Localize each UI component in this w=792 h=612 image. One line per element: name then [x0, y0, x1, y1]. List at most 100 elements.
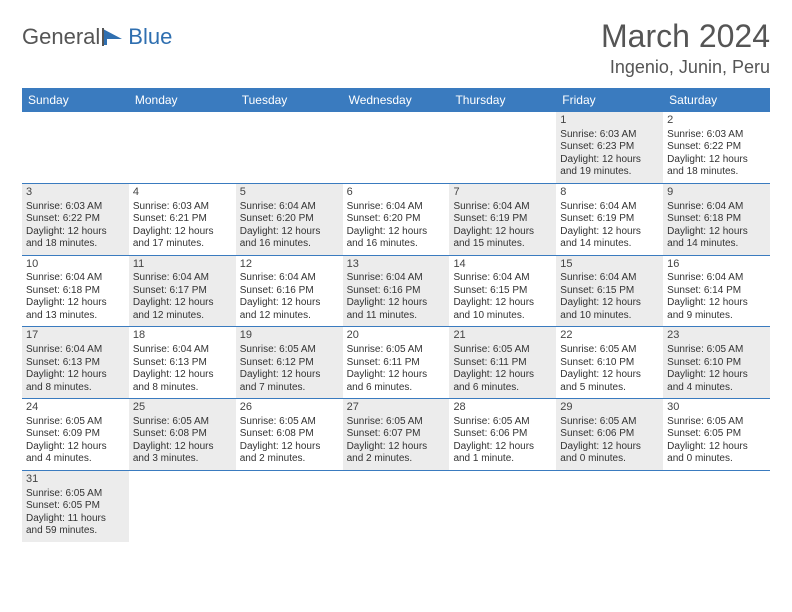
- day-number: 19: [240, 329, 339, 343]
- sunset-text: Sunset: 6:22 PM: [667, 141, 766, 154]
- sunset-text: Sunset: 6:06 PM: [560, 428, 659, 441]
- sunrise-text: Sunrise: 6:05 AM: [453, 344, 552, 357]
- sunrise-text: Sunrise: 6:04 AM: [667, 272, 766, 285]
- sunset-text: Sunset: 6:08 PM: [133, 428, 232, 441]
- sunset-text: Sunset: 6:08 PM: [240, 428, 339, 441]
- daylight1-text: Daylight: 12 hours: [240, 226, 339, 239]
- day-cell: [129, 112, 236, 183]
- sunrise-text: Sunrise: 6:03 AM: [133, 201, 232, 214]
- day-cell: 29Sunrise: 6:05 AMSunset: 6:06 PMDayligh…: [556, 399, 663, 470]
- logo-text-general: General: [22, 24, 100, 50]
- sunset-text: Sunset: 6:10 PM: [560, 357, 659, 370]
- sunset-text: Sunset: 6:06 PM: [453, 428, 552, 441]
- sunset-text: Sunset: 6:19 PM: [560, 213, 659, 226]
- day-cell: 4Sunrise: 6:03 AMSunset: 6:21 PMDaylight…: [129, 184, 236, 255]
- day-cell: 2Sunrise: 6:03 AMSunset: 6:22 PMDaylight…: [663, 112, 770, 183]
- daylight1-text: Daylight: 12 hours: [133, 369, 232, 382]
- day-number: 14: [453, 258, 552, 272]
- day-cell: 20Sunrise: 6:05 AMSunset: 6:11 PMDayligh…: [343, 327, 450, 398]
- day-cell: 21Sunrise: 6:05 AMSunset: 6:11 PMDayligh…: [449, 327, 556, 398]
- daylight1-text: Daylight: 12 hours: [560, 297, 659, 310]
- daylight1-text: Daylight: 12 hours: [26, 441, 125, 454]
- day-cell: [236, 112, 343, 183]
- week-row: 3Sunrise: 6:03 AMSunset: 6:22 PMDaylight…: [22, 184, 770, 256]
- day-cell: 11Sunrise: 6:04 AMSunset: 6:17 PMDayligh…: [129, 256, 236, 327]
- day-cell: 1Sunrise: 6:03 AMSunset: 6:23 PMDaylight…: [556, 112, 663, 183]
- day-number: 25: [133, 401, 232, 415]
- daylight2-text: and 16 minutes.: [347, 238, 446, 251]
- day-cell: [343, 112, 450, 183]
- sunrise-text: Sunrise: 6:05 AM: [347, 344, 446, 357]
- sunset-text: Sunset: 6:20 PM: [347, 213, 446, 226]
- daylight2-text: and 1 minute.: [453, 453, 552, 466]
- sunset-text: Sunset: 6:22 PM: [26, 213, 125, 226]
- daylight2-text: and 4 minutes.: [667, 382, 766, 395]
- daylight2-text: and 16 minutes.: [240, 238, 339, 251]
- day-number: 29: [560, 401, 659, 415]
- day-number: 17: [26, 329, 125, 343]
- sunrise-text: Sunrise: 6:04 AM: [240, 272, 339, 285]
- day-cell: 6Sunrise: 6:04 AMSunset: 6:20 PMDaylight…: [343, 184, 450, 255]
- day-cell: 15Sunrise: 6:04 AMSunset: 6:15 PMDayligh…: [556, 256, 663, 327]
- sunrise-text: Sunrise: 6:05 AM: [453, 416, 552, 429]
- day-header-sat: Saturday: [663, 88, 770, 112]
- day-cell: 24Sunrise: 6:05 AMSunset: 6:09 PMDayligh…: [22, 399, 129, 470]
- day-number: 20: [347, 329, 446, 343]
- day-number: 13: [347, 258, 446, 272]
- day-cell: [663, 471, 770, 542]
- day-number: 28: [453, 401, 552, 415]
- day-cell: 31Sunrise: 6:05 AMSunset: 6:05 PMDayligh…: [22, 471, 129, 542]
- week-row: 10Sunrise: 6:04 AMSunset: 6:18 PMDayligh…: [22, 256, 770, 328]
- sunrise-text: Sunrise: 6:04 AM: [347, 272, 446, 285]
- day-number: 8: [560, 186, 659, 200]
- day-number: 16: [667, 258, 766, 272]
- sunrise-text: Sunrise: 6:05 AM: [26, 416, 125, 429]
- daylight1-text: Daylight: 12 hours: [133, 297, 232, 310]
- day-number: 1: [560, 114, 659, 128]
- day-number: 18: [133, 329, 232, 343]
- day-cell: [449, 471, 556, 542]
- sunset-text: Sunset: 6:17 PM: [133, 285, 232, 298]
- daylight2-text: and 6 minutes.: [347, 382, 446, 395]
- sunset-text: Sunset: 6:16 PM: [347, 285, 446, 298]
- day-cell: [449, 112, 556, 183]
- header: General Blue March 2024 Ingenio, Junin, …: [22, 18, 770, 78]
- daylight1-text: Daylight: 12 hours: [347, 226, 446, 239]
- daylight2-text: and 9 minutes.: [667, 310, 766, 323]
- day-cell: 22Sunrise: 6:05 AMSunset: 6:10 PMDayligh…: [556, 327, 663, 398]
- day-cell: 13Sunrise: 6:04 AMSunset: 6:16 PMDayligh…: [343, 256, 450, 327]
- daylight1-text: Daylight: 12 hours: [240, 369, 339, 382]
- sunset-text: Sunset: 6:07 PM: [347, 428, 446, 441]
- daylight1-text: Daylight: 12 hours: [560, 226, 659, 239]
- day-cell: 26Sunrise: 6:05 AMSunset: 6:08 PMDayligh…: [236, 399, 343, 470]
- sunset-text: Sunset: 6:13 PM: [133, 357, 232, 370]
- week-row: 1Sunrise: 6:03 AMSunset: 6:23 PMDaylight…: [22, 112, 770, 184]
- sunrise-text: Sunrise: 6:03 AM: [560, 129, 659, 142]
- sunrise-text: Sunrise: 6:04 AM: [453, 272, 552, 285]
- daylight2-text: and 2 minutes.: [240, 453, 339, 466]
- sunrise-text: Sunrise: 6:04 AM: [347, 201, 446, 214]
- logo: General Blue: [22, 18, 172, 50]
- day-number: 24: [26, 401, 125, 415]
- day-number: 12: [240, 258, 339, 272]
- day-number: 22: [560, 329, 659, 343]
- daylight1-text: Daylight: 12 hours: [26, 369, 125, 382]
- sunset-text: Sunset: 6:16 PM: [240, 285, 339, 298]
- daylight1-text: Daylight: 11 hours: [26, 513, 125, 526]
- daylight1-text: Daylight: 12 hours: [667, 369, 766, 382]
- daylight1-text: Daylight: 12 hours: [26, 226, 125, 239]
- daylight1-text: Daylight: 12 hours: [667, 441, 766, 454]
- calendar: Sunday Monday Tuesday Wednesday Thursday…: [22, 88, 770, 542]
- daylight1-text: Daylight: 12 hours: [347, 297, 446, 310]
- day-cell: 17Sunrise: 6:04 AMSunset: 6:13 PMDayligh…: [22, 327, 129, 398]
- daylight2-text: and 18 minutes.: [667, 166, 766, 179]
- day-cell: 3Sunrise: 6:03 AMSunset: 6:22 PMDaylight…: [22, 184, 129, 255]
- sunset-text: Sunset: 6:12 PM: [240, 357, 339, 370]
- daylight1-text: Daylight: 12 hours: [347, 441, 446, 454]
- day-header-row: Sunday Monday Tuesday Wednesday Thursday…: [22, 88, 770, 112]
- day-number: 5: [240, 186, 339, 200]
- day-number: 9: [667, 186, 766, 200]
- daylight1-text: Daylight: 12 hours: [133, 226, 232, 239]
- sunrise-text: Sunrise: 6:04 AM: [133, 344, 232, 357]
- day-number: 2: [667, 114, 766, 128]
